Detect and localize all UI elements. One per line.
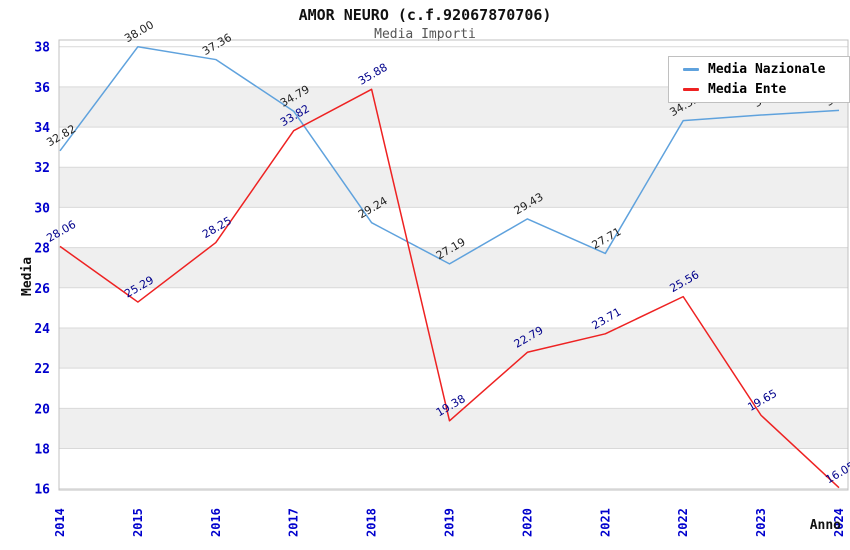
legend-item-media-ente: Media Ente (683, 82, 849, 97)
plot-band (59, 408, 848, 449)
y-tick-label: 30 (34, 201, 50, 216)
data-label-ente-2016: 28.25 (200, 214, 234, 241)
y-tick-label: 28 (34, 242, 50, 257)
x-tick-label: 2020 (520, 508, 534, 537)
y-tick-label: 22 (34, 362, 50, 377)
x-tick-label: 2018 (365, 508, 379, 537)
data-label-ente-2024: 16.05 (823, 459, 850, 486)
plot-band (59, 327, 848, 369)
x-tick-label: 2015 (131, 508, 145, 537)
x-tick-label: 2022 (676, 508, 690, 537)
plot-border (58, 39, 849, 491)
y-tick-label: 38 (34, 41, 50, 56)
chart-title: AMOR NEURO (c.f.92067870706) (298, 6, 552, 24)
y-tick-label: 24 (34, 322, 50, 337)
plot-band (59, 247, 848, 288)
legend-label-media-ente: Media Ente (708, 82, 787, 97)
legend-label-media-nazionale: Media Nazionale (708, 62, 826, 77)
y-axis-title: Media (20, 257, 35, 296)
x-tick-label: 2019 (443, 508, 457, 537)
y-tick-label: 18 (34, 443, 50, 458)
data-label-nazionale-2016: 37.36 (200, 31, 234, 58)
x-tick-label: 2021 (598, 508, 612, 537)
y-tick-label: 20 (34, 402, 50, 417)
series-line-ente (59, 88, 840, 489)
y-tick-label: 16 (34, 483, 50, 498)
series-line-nazionale (59, 45, 840, 265)
legend-item-media-nazionale: Media Nazionale (683, 62, 849, 77)
plot-band (59, 167, 848, 208)
x-axis-title: Anno (810, 518, 841, 533)
data-label-ente-2018: 35.88 (356, 61, 390, 88)
legend: Media Nazionale Media Ente (668, 56, 850, 103)
x-tick-label: 2023 (754, 508, 768, 537)
y-tick-label: 26 (34, 282, 50, 297)
x-tick-label: 2017 (287, 508, 301, 537)
data-label-nazionale-2015: 38.00 (122, 18, 156, 45)
y-tick-label: 34 (34, 121, 50, 136)
legend-swatch-nazionale-icon (683, 68, 699, 71)
x-tick-label: 2016 (209, 508, 223, 537)
chart-subtitle: Media Importi (374, 27, 476, 42)
x-tick-label: 2024 (832, 508, 846, 537)
y-tick-label: 32 (34, 161, 50, 176)
x-tick-label: 2014 (53, 508, 67, 537)
y-tick-label: 36 (34, 81, 50, 96)
legend-swatch-ente-icon (683, 88, 699, 91)
